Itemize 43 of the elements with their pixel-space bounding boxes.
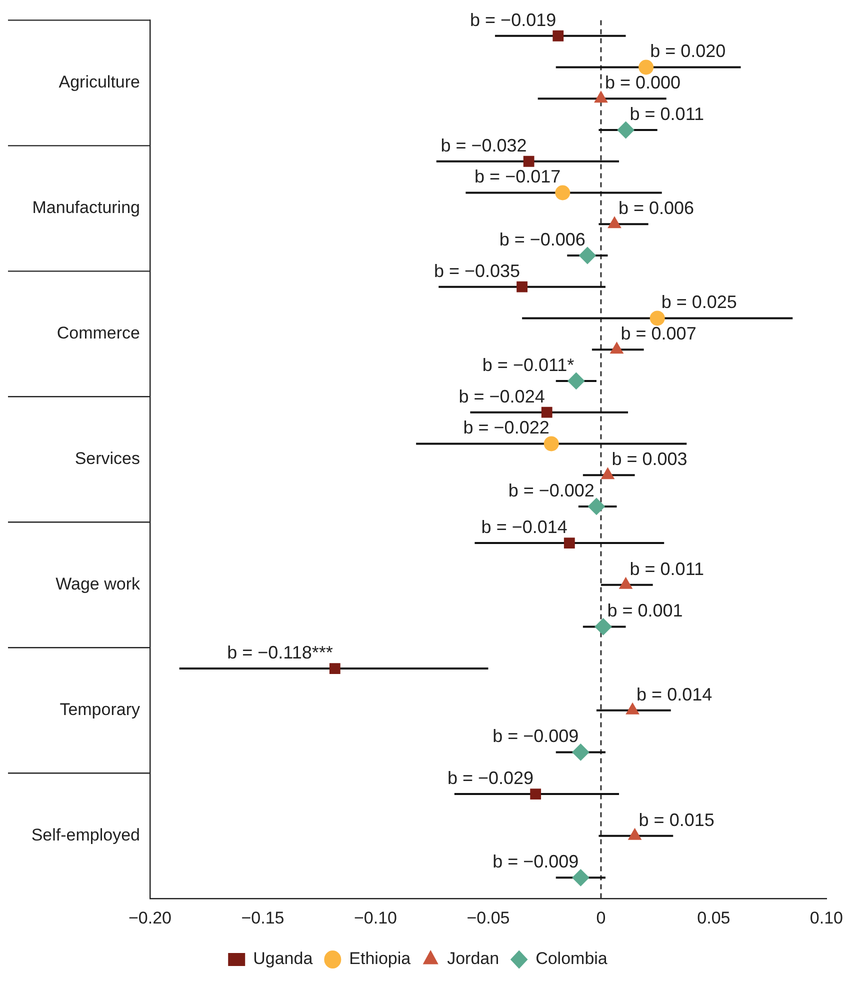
legend-label: Ethiopia xyxy=(349,949,412,968)
y-tick-label: Self-employed xyxy=(31,826,140,845)
x-tick-label: −0.15 xyxy=(241,908,284,928)
legend-label: Jordan xyxy=(447,949,500,968)
data-label: b = 0.020 xyxy=(650,41,726,62)
data-label: b = −0.118*** xyxy=(227,642,333,663)
data-label: b = −0.035 xyxy=(434,260,520,281)
data-label: b = 0.011 xyxy=(630,558,704,579)
data-label: b = 0.000 xyxy=(604,72,681,93)
y-tick-label: Commerce xyxy=(56,324,140,343)
y-tick-label: Wage work xyxy=(56,574,140,594)
data-label: b = 0.003 xyxy=(612,449,688,470)
y-tick-label: Manufacturing xyxy=(32,198,140,218)
legend-label: Colombia xyxy=(536,949,608,968)
x-tick-label: 0.05 xyxy=(697,908,730,928)
y-tick-label: Services xyxy=(74,449,140,468)
x-tick-label: 0 xyxy=(596,908,606,928)
legend-label: Uganda xyxy=(253,949,314,968)
y-tick-label: Agriculture xyxy=(58,72,140,92)
data-label: b = −0.006 xyxy=(499,229,586,250)
data-label: b = 0.011 xyxy=(630,104,704,124)
data-label: b = −0.032 xyxy=(440,135,527,156)
x-tick-label: 0.10 xyxy=(810,908,844,928)
data-label: b = 0.014 xyxy=(636,684,712,704)
data-label: b = 0.001 xyxy=(607,600,683,621)
data-label: b = −0.014 xyxy=(481,517,568,538)
data-label: b = −0.009 xyxy=(492,726,579,746)
data-label: b = −0.022 xyxy=(463,418,550,438)
data-label: b = 0.015 xyxy=(638,810,714,830)
data-label: b = 0.006 xyxy=(618,198,694,218)
data-label: b = −0.019 xyxy=(470,10,556,30)
y-tick-label: Temporary xyxy=(60,700,140,720)
x-tick-label: −0.20 xyxy=(128,908,172,928)
x-tick-label: −0.05 xyxy=(466,908,510,928)
data-label: b = −0.002 xyxy=(508,480,594,500)
data-label: b = −0.029 xyxy=(447,768,534,788)
data-label: b = 0.007 xyxy=(620,324,696,344)
data-label: b = −0.009 xyxy=(492,852,579,872)
x-tick-label: −0.10 xyxy=(354,908,397,928)
data-label: b = −0.017 xyxy=(474,166,561,187)
data-label: b = −0.024 xyxy=(458,386,545,406)
data-label: b = 0.025 xyxy=(661,292,737,312)
data-label: b = −0.011* xyxy=(482,354,574,375)
